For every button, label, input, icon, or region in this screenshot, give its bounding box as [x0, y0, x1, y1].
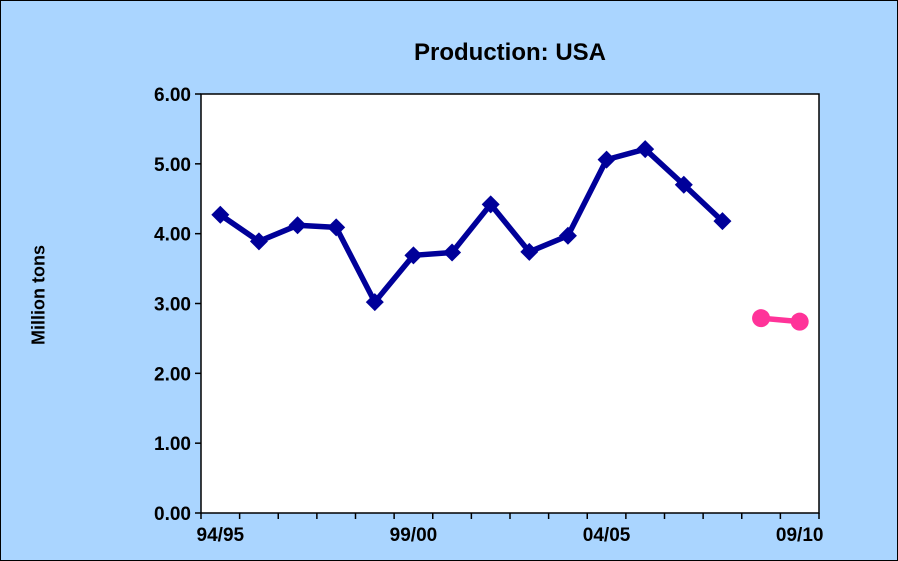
x-tick-label: 99/00	[390, 525, 438, 546]
series-layer	[211, 140, 809, 331]
x-tick-label: 09/10	[776, 525, 824, 546]
data-point	[636, 140, 655, 159]
y-tick-label: 6.00	[154, 85, 191, 106]
y-tick-label: 2.00	[154, 364, 191, 385]
data-point	[520, 242, 539, 261]
data-point	[752, 309, 771, 328]
y-tick-label: 1.00	[154, 434, 191, 455]
y-tick-label: 0.00	[154, 504, 191, 525]
x-tick-label: 04/05	[583, 525, 631, 546]
y-tick-label: 5.00	[154, 155, 191, 176]
data-point	[327, 218, 346, 237]
y-axis-tick-labels: 0.00 1.00 2.00 3.00 4.00 5.00 6.00	[154, 85, 191, 525]
data-point	[211, 205, 230, 224]
chart-title: Production: USA	[414, 39, 606, 66]
x-tick-label: 94/95	[197, 525, 245, 546]
data-point	[558, 226, 577, 245]
data-point	[713, 212, 732, 231]
y-tick-label: 3.00	[154, 295, 191, 316]
y-tick-label: 4.00	[154, 225, 191, 246]
data-point	[674, 175, 693, 194]
data-point	[481, 195, 500, 214]
data-point	[365, 293, 384, 312]
data-point	[404, 246, 423, 265]
data-point	[443, 243, 462, 262]
data-point	[597, 150, 616, 169]
data-point	[790, 312, 809, 331]
plot-area	[200, 93, 820, 514]
y-axis-ticks	[195, 93, 201, 514]
data-point	[249, 232, 268, 251]
data-point	[288, 216, 307, 235]
x-axis-ticks	[200, 513, 820, 519]
x-axis-tick-labels: 94/95 99/00 04/05 09/10	[197, 525, 824, 546]
